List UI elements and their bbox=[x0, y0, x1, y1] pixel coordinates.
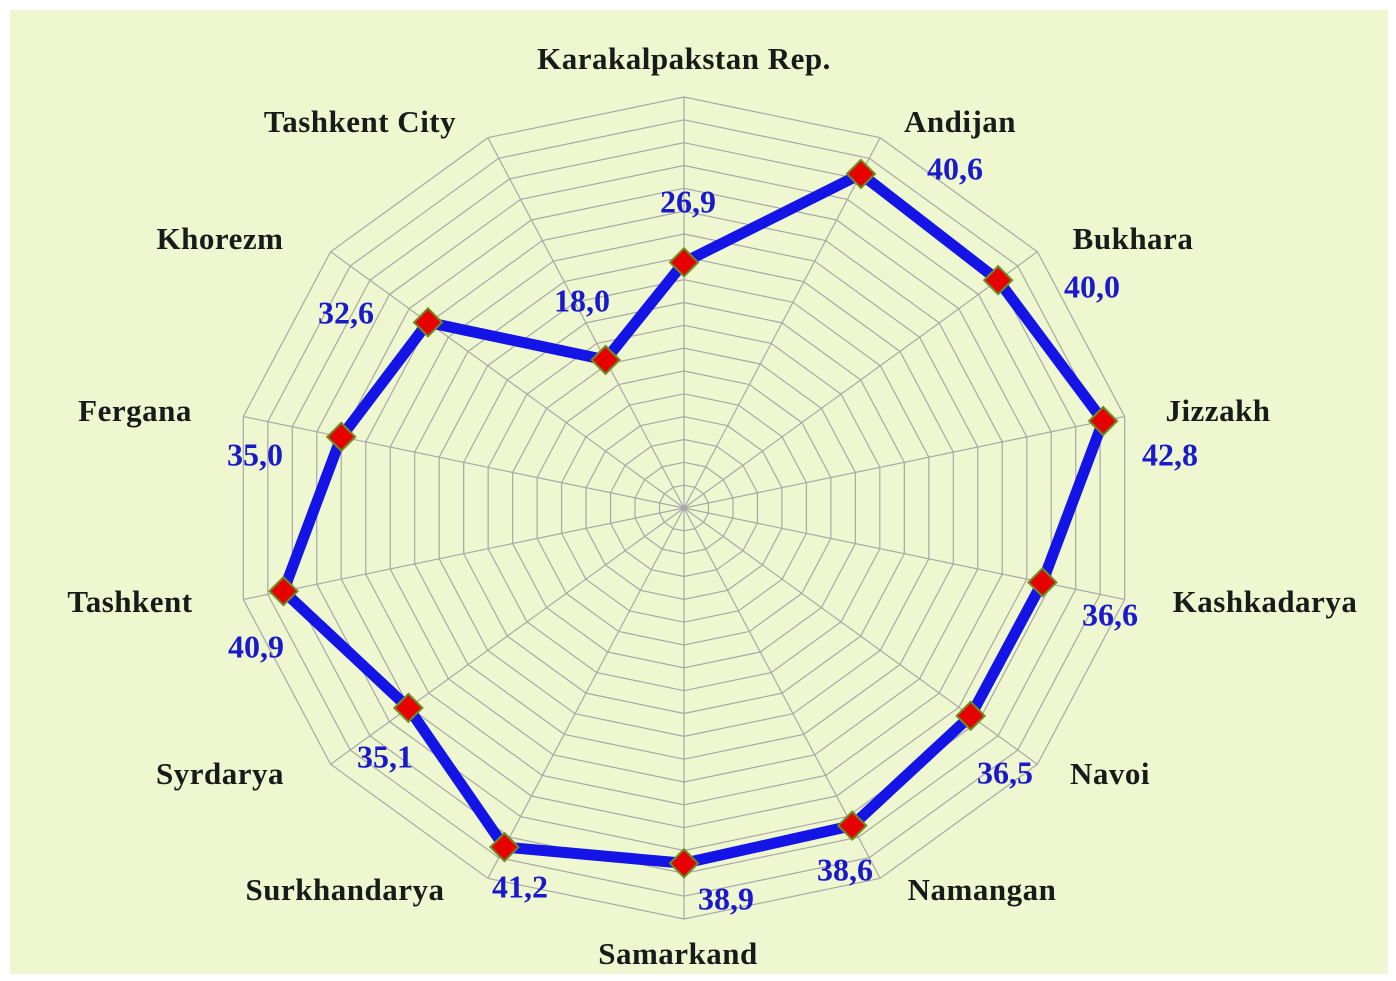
value-label: 18,0 bbox=[554, 282, 610, 318]
data-marker bbox=[955, 700, 987, 732]
category-label: Samarkand bbox=[598, 936, 758, 971]
category-label: Andijan bbox=[904, 104, 1016, 139]
spoke bbox=[487, 137, 685, 509]
value-label: 26,9 bbox=[660, 183, 716, 219]
spoke bbox=[243, 415, 685, 509]
category-label: Surkhandarya bbox=[246, 872, 445, 907]
data-marker bbox=[836, 810, 868, 842]
data-marker bbox=[1087, 405, 1119, 437]
data-marker bbox=[982, 264, 1014, 296]
category-label: Bukhara bbox=[1073, 221, 1194, 256]
spoke bbox=[683, 251, 1038, 509]
value-label: 40,6 bbox=[927, 150, 983, 186]
data-marker bbox=[325, 421, 357, 453]
value-label: 36,6 bbox=[1082, 596, 1138, 632]
data-marker bbox=[668, 847, 700, 879]
value-label: 40,0 bbox=[1064, 268, 1120, 304]
spoke bbox=[330, 251, 685, 509]
category-label: Tashkent bbox=[67, 584, 192, 619]
category-label: Jizzakh bbox=[1165, 393, 1270, 428]
data-marker bbox=[845, 158, 877, 190]
category-label: Fergana bbox=[78, 393, 192, 428]
data-marker bbox=[489, 831, 520, 863]
category-label: Kashkadarya bbox=[1173, 584, 1358, 619]
spoke bbox=[330, 507, 685, 765]
category-label: Karakalpakstan Rep. bbox=[537, 41, 831, 76]
spoke bbox=[487, 507, 685, 879]
data-marker bbox=[668, 246, 700, 278]
value-label: 36,5 bbox=[977, 754, 1033, 790]
data-marker bbox=[1026, 566, 1058, 598]
data-marker bbox=[590, 344, 621, 376]
category-label: Syrdarya bbox=[156, 756, 284, 791]
category-label: Khorezm bbox=[157, 221, 284, 256]
value-label: 38,6 bbox=[817, 851, 873, 887]
value-label: 40,9 bbox=[228, 628, 284, 664]
value-label: 35,1 bbox=[357, 738, 413, 774]
category-label: Navoi bbox=[1070, 756, 1150, 791]
spoke bbox=[683, 137, 881, 509]
plot-background bbox=[10, 10, 1388, 974]
spoke bbox=[243, 507, 685, 601]
category-label: Namangan bbox=[908, 872, 1057, 907]
value-label: 38,9 bbox=[698, 880, 754, 916]
spoke bbox=[683, 415, 1125, 509]
data-marker bbox=[268, 575, 299, 607]
value-label: 41,2 bbox=[492, 868, 548, 904]
category-label: Tashkent City bbox=[264, 104, 456, 139]
value-label: 42,8 bbox=[1142, 436, 1198, 472]
data-marker bbox=[412, 306, 444, 338]
data-marker bbox=[392, 692, 424, 724]
value-label: 35,0 bbox=[227, 436, 283, 472]
value-label: 32,6 bbox=[318, 294, 374, 330]
